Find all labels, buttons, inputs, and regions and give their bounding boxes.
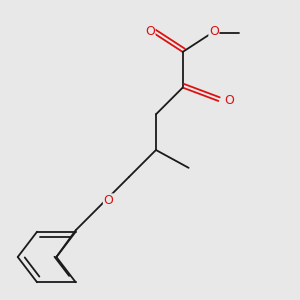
Text: O: O: [145, 25, 155, 38]
Text: O: O: [209, 25, 219, 38]
Text: O: O: [224, 94, 234, 107]
Text: O: O: [103, 194, 113, 207]
